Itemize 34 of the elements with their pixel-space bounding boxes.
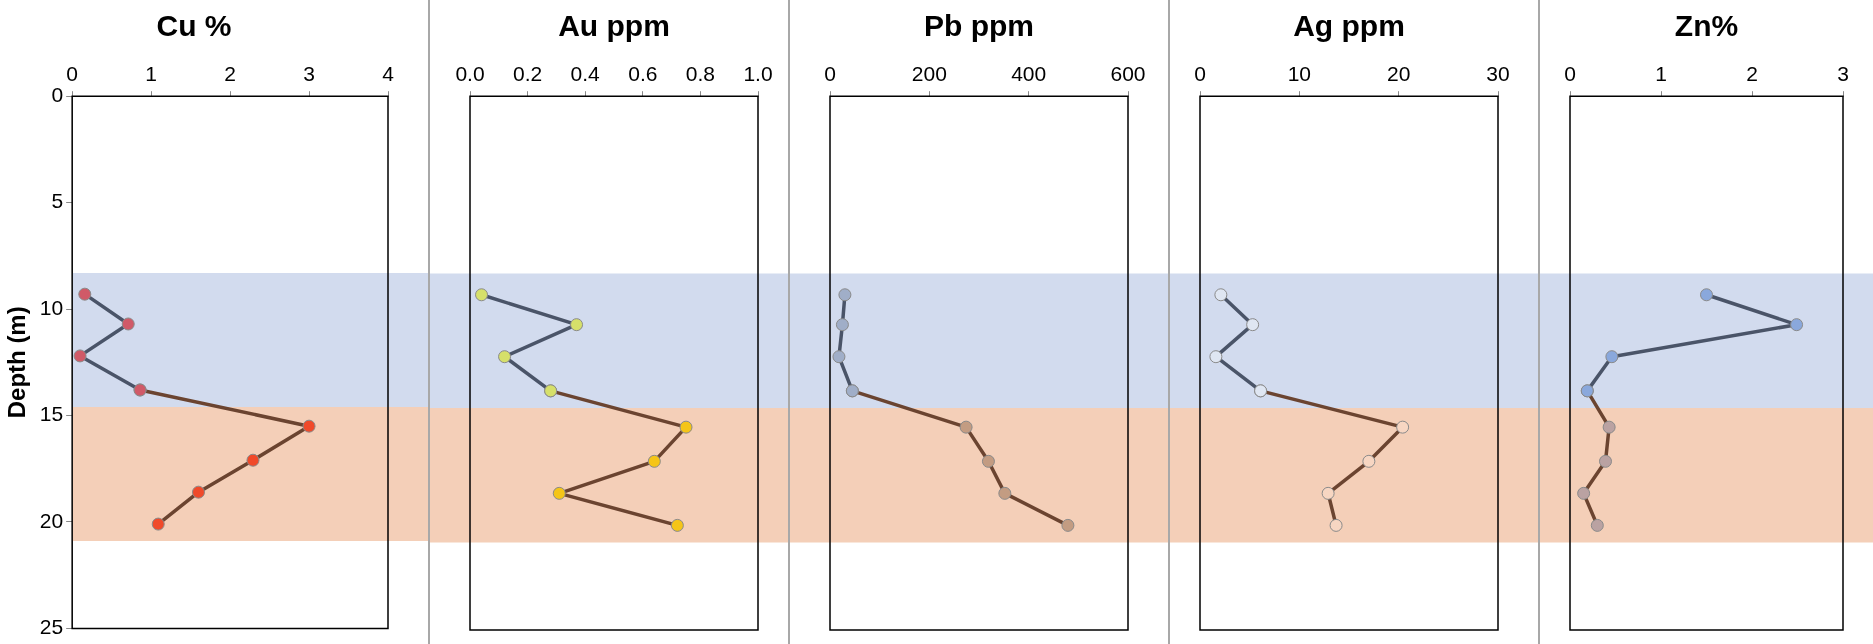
chart-title: Au ppm	[558, 9, 670, 43]
x-tick-label: 10	[1287, 62, 1312, 86]
x-tick-label: 30	[1486, 62, 1510, 86]
x-tick-label: 200	[911, 62, 947, 86]
x-tick-label: 0.4	[570, 62, 601, 86]
x-tick-label: 600	[1110, 62, 1146, 86]
y-axis-title: Depth (m)	[3, 306, 31, 419]
x-tick-label: 0.2	[513, 62, 543, 86]
x-tick-label: 1	[1655, 62, 1667, 86]
x-tick-label: 0.6	[628, 62, 658, 86]
x-tick-label: 0	[1564, 62, 1576, 86]
chart-title: Cu %	[156, 9, 232, 43]
x-tick-label: 400	[1011, 62, 1047, 86]
y-tick-label: 5	[51, 189, 64, 213]
x-tick-label: 0.8	[685, 62, 715, 86]
chart-title: Zn%	[1674, 9, 1739, 43]
x-tick-label: 20	[1386, 62, 1411, 86]
x-tick-label: 1.0	[743, 62, 773, 86]
chart-title: Ag ppm	[1293, 9, 1405, 43]
y-tick-label: 10	[39, 295, 64, 319]
x-tick-label: 2	[224, 62, 236, 86]
x-tick-label: 3	[303, 62, 315, 86]
x-tick-label: 0	[824, 62, 836, 86]
y-tick-label: 20	[39, 508, 64, 532]
x-tick-label: 1	[145, 62, 157, 86]
y-tick-label: 0	[51, 83, 64, 106]
y-tick-label: 25	[39, 615, 64, 639]
chart-title: Pb ppm	[924, 9, 1034, 43]
y-tick-label: 15	[39, 402, 64, 426]
x-tick-label: 0	[1194, 62, 1206, 86]
x-tick-label: 3	[1837, 62, 1849, 86]
x-tick-label: 4	[382, 62, 395, 86]
x-tick-label: 0.0	[455, 62, 485, 86]
x-tick-label: 2	[1746, 62, 1758, 86]
